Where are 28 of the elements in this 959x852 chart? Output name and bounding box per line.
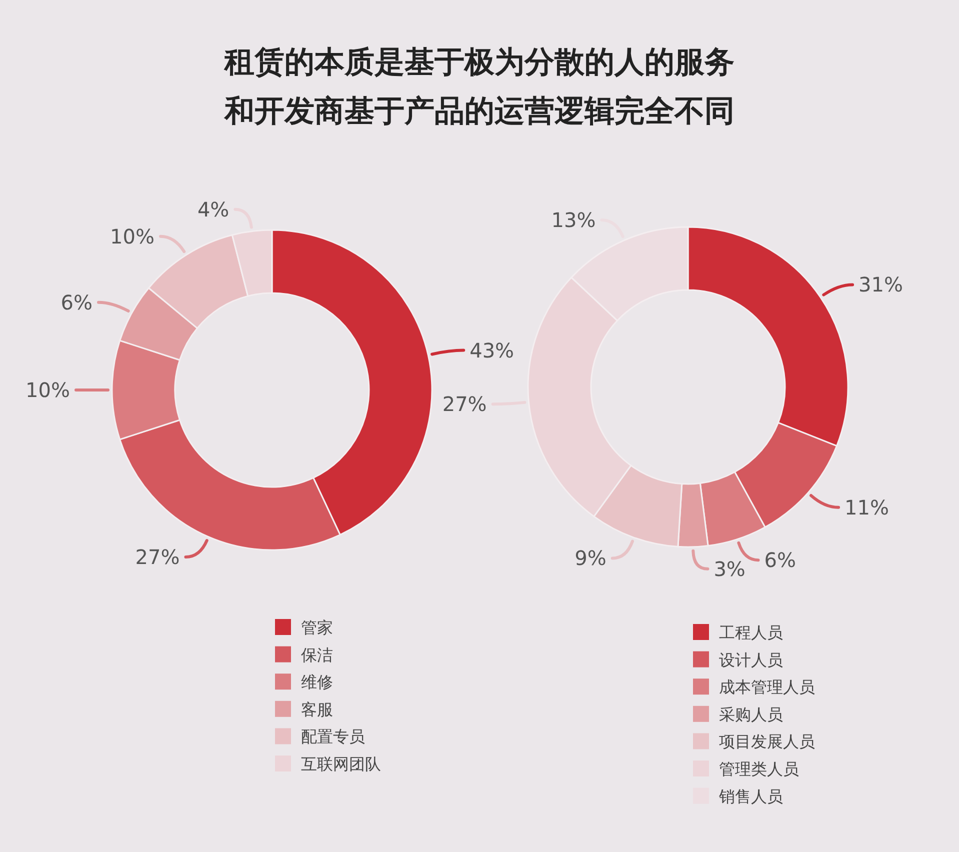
- legend-label: 配置专员: [301, 727, 365, 746]
- chart-subtitle: 和开发商基于产品的运营逻辑完全不同: [224, 94, 734, 129]
- data-label: 6%: [764, 548, 796, 572]
- data-label: 3%: [714, 556, 746, 581]
- data-label: 9%: [574, 546, 606, 570]
- legend-label: 销售人员: [718, 786, 783, 806]
- data-label: 13%: [551, 208, 596, 232]
- legend-label: 维修: [301, 672, 333, 692]
- legend-label: 保洁: [301, 645, 333, 664]
- chart-title: 租赁的本质是基于极为分散的人的服务: [224, 45, 734, 80]
- data-label: 27%: [442, 392, 487, 416]
- legend-label: 工程人员: [719, 623, 783, 642]
- data-label: 6%: [60, 290, 93, 314]
- data-label: 27%: [135, 545, 180, 570]
- legend-label: 互联网团队: [301, 754, 381, 774]
- legend-label: 项目发展人员: [719, 732, 815, 752]
- legend-label: 成本管理人员: [719, 678, 815, 697]
- data-label: 11%: [844, 495, 889, 520]
- data-label: 10%: [110, 224, 154, 248]
- legend-label: 客服: [301, 700, 333, 719]
- data-label: 43%: [470, 338, 514, 362]
- legend-label: 设计人员: [719, 650, 783, 670]
- data-label: 4%: [197, 197, 230, 222]
- legend-label: 采购人员: [719, 704, 783, 724]
- data-label: 31%: [858, 272, 903, 297]
- legend-label: 管理类人员: [719, 760, 799, 778]
- data-label: 10%: [26, 378, 70, 402]
- legend-label: 管家: [301, 618, 333, 637]
